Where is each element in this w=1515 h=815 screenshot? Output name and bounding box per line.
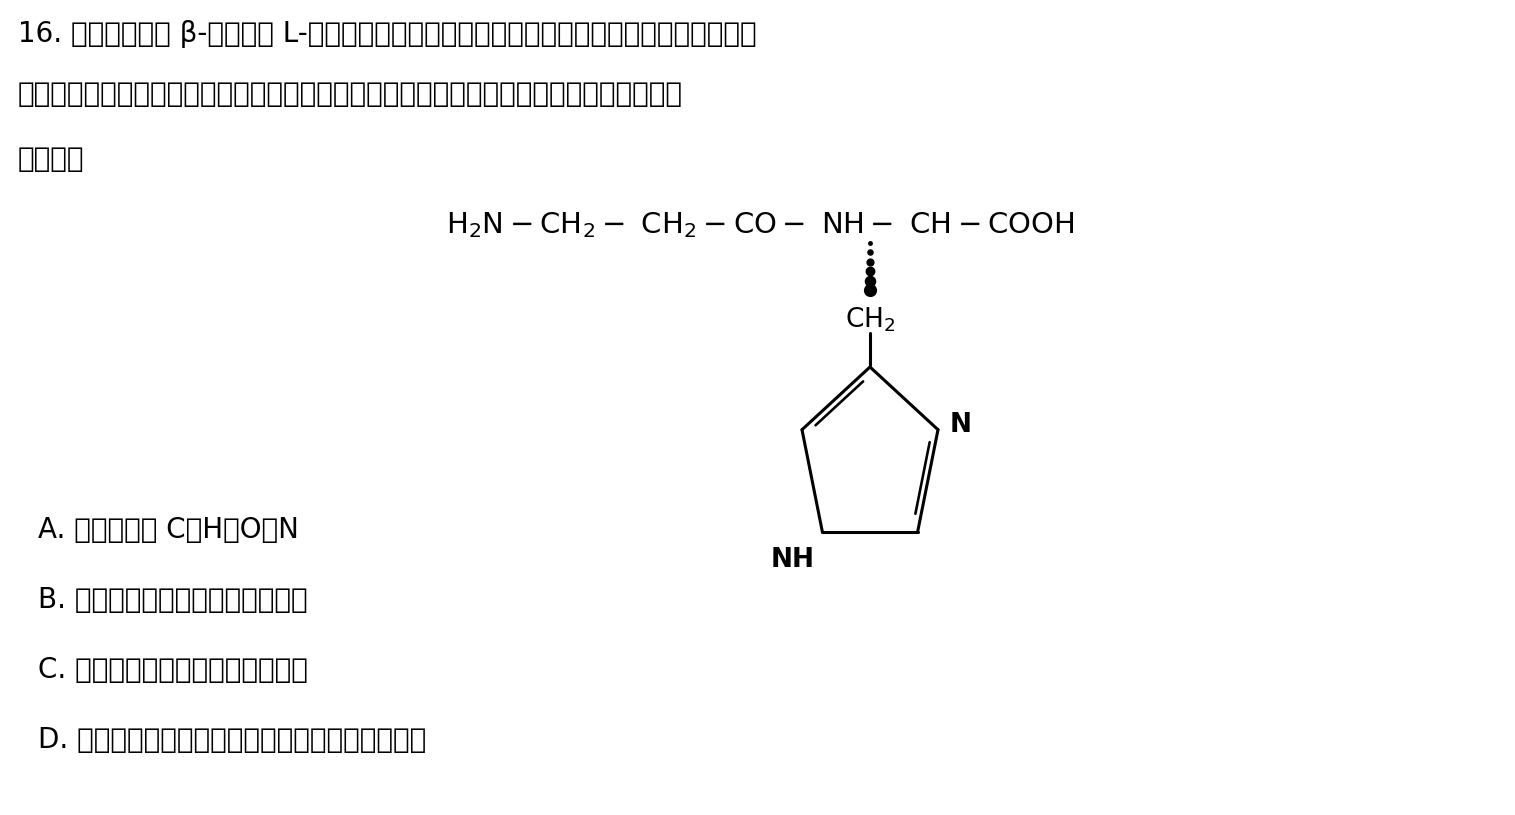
Text: 16. 肌踽是一种由 β-丙氨酸和 L-组氨酸组成的化合物，无毒且具有强抗氧化性，其结构式如下: 16. 肌踽是一种由 β-丙氨酸和 L-组氨酸组成的化合物，无毒且具有强抗氧化性…: [18, 20, 756, 48]
Text: N: N: [950, 412, 973, 438]
Text: $\mathsf{CH_2}$: $\mathsf{CH_2}$: [845, 305, 895, 333]
Text: NH: NH: [771, 547, 815, 573]
Text: 错误的是: 错误的是: [18, 145, 85, 173]
Text: 图所示，双缩脲试剂可以检测具有两个或两个以上肽键的物质。下列有关该化合物的叙述，: 图所示，双缩脲试剂可以检测具有两个或两个以上肽键的物质。下列有关该化合物的叙述，: [18, 80, 683, 108]
Text: $\mathsf{H_2N-CH_2-\ CH_2-CO-\ NH-\ CH-COOH}$: $\mathsf{H_2N-CH_2-\ CH_2-CO-\ NH-\ CH-C…: [445, 210, 1074, 240]
Text: B. 含有肽键，可被双缩脲试剂检测: B. 含有肽键，可被双缩脲试剂检测: [38, 586, 308, 614]
Text: D. 组成肌踽的两种氨基酸不能都参与蛋白质的合成: D. 组成肌踽的两种氨基酸不能都参与蛋白质的合成: [38, 726, 426, 754]
Text: A. 组成元素为 C、H、O、N: A. 组成元素为 C、H、O、N: [38, 516, 298, 544]
Text: C. 由两个氨基酸形成，是一种二肽: C. 由两个氨基酸形成，是一种二肽: [38, 656, 308, 684]
